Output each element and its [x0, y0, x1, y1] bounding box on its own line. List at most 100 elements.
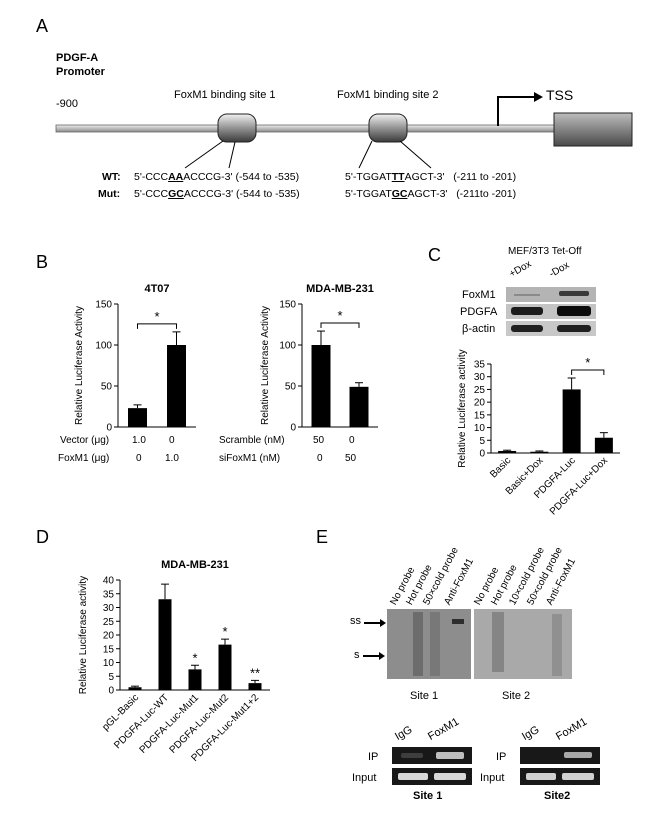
b-right-row1-v1: 50: [313, 435, 325, 446]
site1-callout-right: [228, 141, 236, 169]
c-blot3-label: β-actin: [462, 323, 496, 335]
chip2-input-gel: [520, 768, 600, 785]
chip2-ip-gel: [520, 747, 600, 764]
y-tick-label: 30: [474, 372, 486, 383]
y-tick-label: 0: [108, 686, 114, 697]
site2-label: FoxM1 binding site 2: [337, 89, 439, 101]
bar-basic: [498, 450, 517, 453]
bar-vector: [128, 408, 147, 427]
site1-label: FoxM1 binding site 1: [174, 89, 276, 101]
chip1-ip-label: IP: [368, 751, 379, 763]
promoter-start-label: -900: [56, 98, 79, 110]
y-tick-label: 100: [279, 341, 296, 352]
bar-pdgfa-luc: [562, 389, 581, 453]
gene-box: [553, 112, 633, 147]
band-pdgfa-plus: [511, 307, 543, 315]
bar-significance: *: [222, 624, 227, 639]
y-axis-label: Relative Luciferase activity: [78, 576, 89, 694]
y-tick-label: 25: [474, 385, 486, 396]
y-tick-label: 30: [103, 603, 115, 614]
chip1-ip-band-igg: [401, 753, 423, 758]
mut-label: Mut:: [98, 188, 121, 200]
emsa-site2-caption: Site 2: [502, 690, 531, 702]
b-right-row2-v1: 0: [317, 453, 323, 464]
tss-label: TSS: [546, 87, 574, 103]
bar-pdgfa-luc-wt: [158, 599, 172, 690]
site2-callout-right: [399, 140, 432, 169]
chart-title: 4T07: [144, 283, 169, 295]
y-tick-label: 35: [103, 589, 115, 600]
band-actin-plus: [511, 325, 543, 332]
b-right-row1-v2: 0: [349, 435, 355, 446]
tss-arrow: [497, 96, 534, 126]
y-tick-label: 10: [474, 423, 486, 434]
chip1-ip-band-foxm1: [436, 752, 464, 759]
band-foxm1-minus: [559, 291, 589, 296]
wt-site1-seq: 5'-CCCAAACCCG-3' (-544 to -535): [134, 171, 300, 183]
band-actin-minus: [557, 325, 591, 332]
chart-title: MDA-MB-231: [161, 559, 229, 571]
emsa2-lane-anti: [552, 614, 562, 676]
site1-box: [217, 113, 257, 143]
b-right-row2-label: siFoxM1 (nM): [219, 453, 281, 464]
mut-site2-seq: 5'-TGGATGCAGCT-3' (-211to -201): [345, 188, 517, 200]
y-tick-label: 5: [479, 436, 485, 447]
emsa-ss-label: ss: [350, 615, 361, 627]
chip1-input-band-foxm1: [434, 773, 466, 780]
chip1-input-gel: [392, 768, 472, 785]
y-tick-label: 150: [95, 300, 112, 311]
panel-e-letter: E: [316, 527, 329, 547]
emsa1-lane-cold: [430, 612, 440, 676]
b-left-row2-v1: 0: [136, 453, 142, 464]
y-axis-label: Relative Luciferase Activity: [74, 306, 85, 425]
emsa1-ss-band: [452, 619, 464, 624]
y-tick-label: 15: [103, 644, 115, 655]
chip2-caption: Site2: [544, 790, 571, 802]
site2-callout-left: [358, 140, 373, 169]
significance-star: *: [585, 355, 590, 370]
y-tick-label: 15: [474, 410, 486, 421]
significance-star: *: [337, 308, 342, 323]
panel-d-letter: D: [36, 527, 49, 547]
chip1-input-band-igg: [398, 773, 428, 780]
y-tick-label: 150: [279, 300, 296, 311]
y-tick-label: 50: [285, 382, 297, 393]
significance-bracket: [137, 323, 177, 329]
y-tick-label: 10: [103, 658, 115, 669]
emsa-site1-caption: Site 1: [410, 690, 439, 702]
y-tick-label: 0: [479, 449, 485, 460]
b-right-row1-label: Scramble (nM): [219, 435, 285, 446]
significance-bracket: [320, 322, 360, 329]
chip2-ip-band-foxm1: [564, 752, 592, 758]
b-left-row1-label: Vector (μg): [60, 435, 110, 446]
bar-foxm1: [167, 345, 186, 427]
site2-box: [368, 113, 408, 143]
y-tick-label: 0: [290, 423, 296, 434]
c-blot-actin: [506, 321, 596, 336]
y-tick-label: 35: [474, 360, 486, 371]
chip1-ip-gel: [392, 747, 472, 764]
c-title: MEF/3T3 Tet-Off: [508, 246, 582, 257]
bar-significance: **: [250, 665, 260, 680]
bar-scramble: [311, 345, 331, 427]
bar-sifoxm1: [349, 386, 369, 427]
chip2-input-band-foxm1: [562, 773, 594, 780]
y-tick-label: 20: [474, 398, 486, 409]
significance-star: *: [154, 309, 159, 324]
panel-c-letter: C: [428, 245, 441, 265]
bar-significance: *: [192, 650, 197, 665]
b-left-row1-v2: 0: [169, 435, 175, 446]
y-axis-label: Relative Luciferase Activity: [260, 306, 271, 425]
chip2-ip-label: IP: [496, 751, 507, 763]
chart-title: MDA-MB-231: [306, 283, 374, 295]
c-blot2-label: PDGFA: [460, 306, 498, 318]
ss-arrow: [364, 619, 386, 627]
y-tick-label: 25: [103, 617, 115, 628]
c-blot-foxm1: [506, 287, 596, 302]
